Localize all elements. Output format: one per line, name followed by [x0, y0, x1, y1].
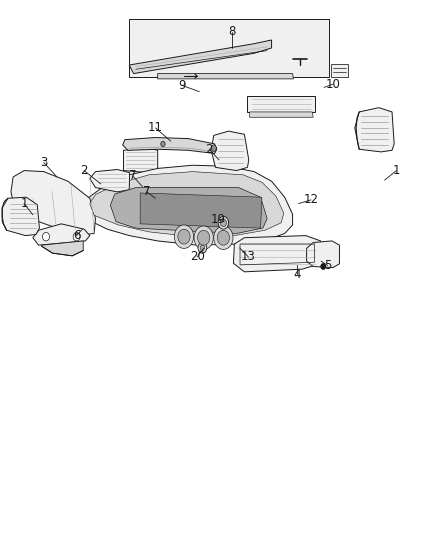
Circle shape	[161, 141, 165, 147]
Polygon shape	[124, 148, 158, 173]
Polygon shape	[331, 64, 348, 77]
Text: 11: 11	[148, 122, 163, 134]
Text: 13: 13	[241, 251, 256, 263]
Polygon shape	[247, 96, 315, 112]
Circle shape	[194, 226, 213, 249]
Text: 7: 7	[143, 185, 151, 198]
Text: 4: 4	[293, 268, 301, 281]
Polygon shape	[33, 224, 90, 245]
Text: 20: 20	[190, 251, 205, 263]
Text: 12: 12	[304, 193, 318, 206]
Polygon shape	[11, 171, 95, 235]
Polygon shape	[129, 19, 328, 77]
Circle shape	[73, 232, 80, 241]
Polygon shape	[307, 241, 339, 268]
Circle shape	[198, 243, 207, 253]
Polygon shape	[82, 165, 293, 245]
Polygon shape	[2, 197, 39, 236]
Text: 1: 1	[392, 164, 400, 177]
Circle shape	[321, 264, 325, 269]
Polygon shape	[158, 74, 293, 79]
Polygon shape	[355, 108, 394, 152]
Circle shape	[200, 245, 205, 251]
Text: 6: 6	[73, 229, 81, 242]
Polygon shape	[42, 241, 83, 256]
Polygon shape	[233, 236, 321, 272]
Text: 10: 10	[325, 78, 340, 91]
Polygon shape	[90, 172, 284, 237]
Text: 2: 2	[80, 164, 88, 177]
Polygon shape	[123, 138, 217, 154]
Polygon shape	[90, 169, 130, 192]
Circle shape	[174, 225, 194, 248]
Circle shape	[178, 229, 190, 244]
Text: 1: 1	[20, 197, 28, 210]
Polygon shape	[211, 131, 249, 171]
Circle shape	[211, 145, 216, 151]
Polygon shape	[129, 40, 272, 74]
Text: 5: 5	[324, 259, 331, 272]
Circle shape	[217, 230, 230, 245]
Polygon shape	[250, 112, 313, 117]
Circle shape	[214, 226, 233, 249]
Polygon shape	[140, 193, 262, 228]
Circle shape	[220, 219, 226, 227]
Text: 9: 9	[178, 79, 186, 92]
Text: 2: 2	[205, 143, 213, 156]
Circle shape	[42, 232, 49, 241]
Text: 8: 8	[229, 26, 236, 38]
Text: 7: 7	[129, 169, 137, 182]
Text: 19: 19	[211, 213, 226, 226]
Polygon shape	[110, 188, 267, 233]
Circle shape	[218, 216, 229, 229]
Text: 3: 3	[40, 156, 47, 169]
Circle shape	[198, 230, 210, 245]
